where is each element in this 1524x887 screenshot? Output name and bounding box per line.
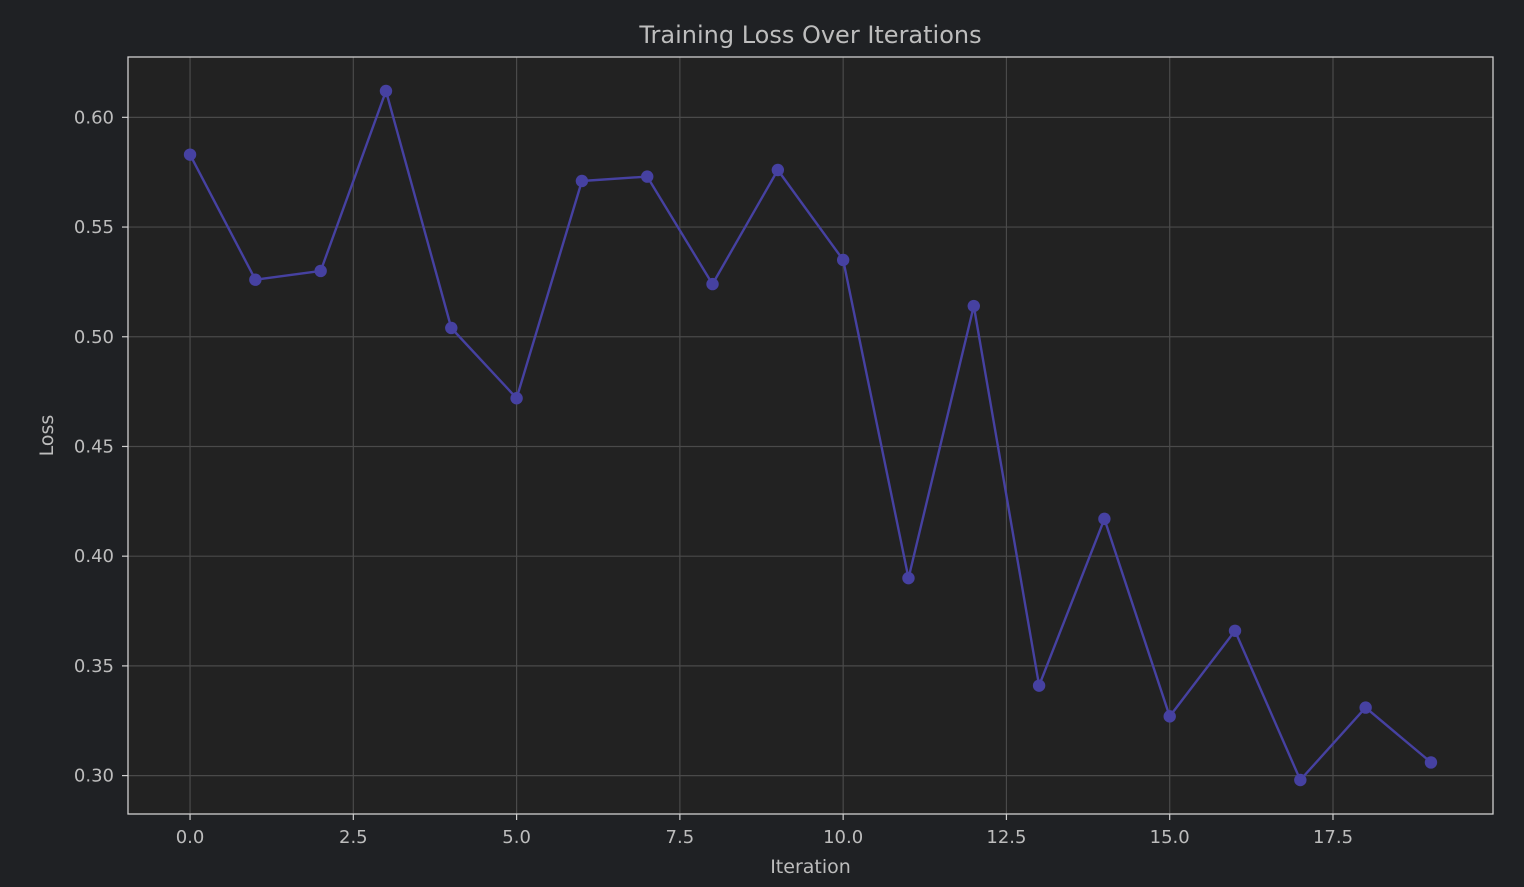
x-axis-label: Iteration [770,856,851,878]
y-tick-label: 0.35 [74,656,114,677]
loss-data-point [1098,512,1111,526]
x-tick-label: 2.5 [339,827,368,848]
chart-title: Training Loss Over Iterations [638,21,981,49]
y-tick-label: 0.50 [74,327,114,348]
loss-data-point [706,277,719,291]
loss-data-point [445,321,458,335]
x-tick-label: 12.5 [986,827,1026,848]
y-axis-ticks: 0.30 0.35 0.40 0.45 0.50 0.55 0.60 [74,107,128,787]
series-layer [183,84,1438,787]
x-axis-ticks: 0.0 2.5 5.0 7.5 10.0 12.5 15.0 17.5 [176,814,1353,848]
x-tick-label: 7.5 [666,827,695,848]
loss-data-point [249,273,262,286]
plot-frame [127,56,1494,815]
y-tick-label: 0.40 [74,546,114,567]
y-tick-label: 0.55 [74,217,114,238]
loss-data-point [836,253,850,267]
loss-data-point [1228,624,1242,637]
loss-series-line [188,89,1432,782]
x-tick-label: 15.0 [1150,827,1190,848]
loss-data-point [771,163,785,177]
plot-area [128,57,1493,814]
loss-data-point [1163,710,1176,723]
x-tick-label: 10.0 [823,827,863,848]
loss-data-point [379,84,393,98]
y-tick-label: 0.45 [74,436,114,457]
y-tick-label: 0.30 [74,766,114,787]
loss-data-point [1359,701,1372,714]
loss-data-point [902,571,915,585]
loss-data-point [641,170,654,183]
loss-data-point [1424,756,1438,769]
y-tick-label: 0.60 [74,107,114,128]
loss-data-point [1294,773,1307,787]
loss-data-point [510,391,523,405]
loss-data-point [967,299,980,313]
y-axis-label: Loss [36,415,58,457]
x-tick-label: 0.0 [176,827,205,848]
loss-data-point [314,264,327,278]
loss-data-point [1032,679,1046,692]
loss-data-point [575,174,589,188]
x-tick-label: 17.5 [1313,827,1353,848]
loss-data-point [183,148,197,161]
grid [128,57,1493,814]
x-tick-label: 5.0 [502,827,531,848]
